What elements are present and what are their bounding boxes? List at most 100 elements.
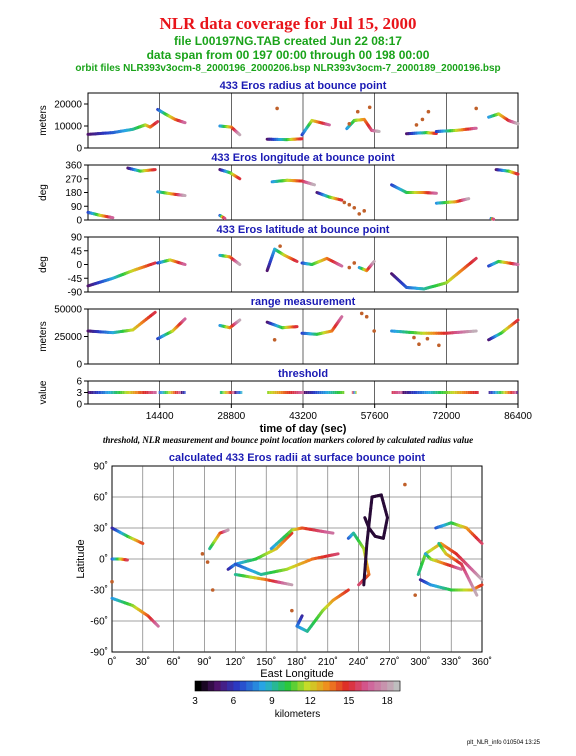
colorbar-swatch xyxy=(259,681,266,691)
map-x-tick-label: 150˚ xyxy=(256,656,276,668)
colorbar-swatch xyxy=(316,681,324,691)
map-trace xyxy=(155,623,160,628)
panel-title: 433 Eros latitude at bounce point xyxy=(217,224,390,236)
map-trace xyxy=(327,531,335,535)
time-panel-3 xyxy=(84,236,520,293)
map-trace xyxy=(479,576,484,582)
map-trace xyxy=(287,582,294,587)
y-tick-label: 270 xyxy=(65,174,82,185)
map-y-tick-label: -30˚ xyxy=(90,585,108,597)
data-point xyxy=(275,106,279,111)
map-x-tick-label: 300˚ xyxy=(410,656,430,668)
colorbar-swatch xyxy=(361,681,369,691)
data-point xyxy=(425,336,430,341)
data-trace xyxy=(151,310,157,316)
y-tick-label: 180 xyxy=(65,188,82,199)
colorbar-swatch xyxy=(227,681,234,691)
y-axis-label: meters xyxy=(38,321,49,352)
map-trace xyxy=(363,516,367,521)
colorbar-swatch xyxy=(393,681,401,691)
bounce-point-map xyxy=(110,465,484,653)
map-trace xyxy=(473,589,479,597)
x-tick-label: 86400 xyxy=(504,411,532,422)
map-x-axis-label: East Longitude xyxy=(260,668,333,680)
colorbar-swatch xyxy=(207,681,215,691)
colorbar-swatch xyxy=(367,681,375,691)
data-point xyxy=(426,109,431,114)
data-span-info: data span from 00 197 00:00 through 00 1… xyxy=(146,48,430,62)
map-trace xyxy=(333,552,340,556)
map-x-tick-label: 0˚ xyxy=(108,656,117,668)
map-y-tick-label: -90˚ xyxy=(90,647,108,659)
time-panel-1 xyxy=(84,92,520,149)
y-tick-label: 6 xyxy=(76,377,82,388)
map-point xyxy=(403,482,407,487)
y-tick-label: 0 xyxy=(76,216,82,227)
map-point xyxy=(290,608,294,613)
x-tick-label: 72000 xyxy=(432,411,460,422)
map-x-tick-label: 330˚ xyxy=(441,656,461,668)
y-tick-label: 25000 xyxy=(54,332,82,343)
y-tick-label: 0 xyxy=(76,400,82,411)
y-tick-label: 90 xyxy=(71,233,83,244)
colorbar-tick-label: 12 xyxy=(305,696,317,707)
data-point xyxy=(359,311,364,316)
y-tick-label: 0 xyxy=(76,260,82,271)
colorbar-swatch xyxy=(297,681,305,691)
x-tick-label: 14400 xyxy=(146,411,174,422)
data-point xyxy=(272,338,277,342)
data-point xyxy=(357,212,362,216)
y-tick-label: 0 xyxy=(76,360,82,371)
map-y-tick-label: -60˚ xyxy=(90,616,108,628)
map-trace xyxy=(288,531,294,537)
y-tick-label: -45 xyxy=(68,274,83,285)
colorbar-swatch xyxy=(329,681,337,691)
caption: threshold, NLR measurement and bounce po… xyxy=(103,435,473,445)
map-x-tick-label: 360˚ xyxy=(472,656,492,668)
map-point xyxy=(110,579,114,584)
y-tick-label: 3 xyxy=(76,388,82,399)
data-point xyxy=(420,117,425,122)
time-panel-2 xyxy=(84,164,520,221)
colorbar-swatch xyxy=(355,681,363,691)
colorbar-swatch xyxy=(278,681,286,691)
colorbar-frame xyxy=(194,680,401,692)
data-trace xyxy=(155,120,160,124)
panel-title: range measurement xyxy=(251,296,356,308)
data-point xyxy=(347,202,352,207)
colorbar-swatch xyxy=(233,681,241,691)
map-title: calculated 433 Eros radii at surface bou… xyxy=(169,452,425,464)
y-tick-label: 45 xyxy=(71,246,83,257)
radius-colorbar xyxy=(194,680,401,692)
y-tick-label: -90 xyxy=(68,288,83,299)
data-point xyxy=(352,205,357,210)
data-trace xyxy=(237,318,242,323)
colorbar-label: kilometers xyxy=(275,709,321,720)
map-point xyxy=(210,588,215,592)
colorbar-swatch xyxy=(310,681,318,691)
y-tick-label: 90 xyxy=(71,202,83,213)
orbit-files-info: orbit files NLR393v3ocm-8_2000196_200020… xyxy=(75,63,501,74)
data-trace xyxy=(237,132,242,137)
x-tick-label: 43200 xyxy=(289,411,317,422)
colorbar-swatch xyxy=(342,681,350,691)
data-point xyxy=(414,123,419,127)
y-tick-label: 20000 xyxy=(54,100,82,111)
colorbar-swatch xyxy=(214,681,222,691)
map-trace xyxy=(357,582,362,587)
map-y-axis-label: Latitude xyxy=(75,539,87,578)
x-tick-label: 57600 xyxy=(361,411,389,422)
data-point xyxy=(372,329,376,333)
colorbar-swatch xyxy=(348,681,356,691)
y-tick-label: 0 xyxy=(76,144,82,155)
colorbar-swatch xyxy=(380,681,388,691)
map-x-tick-label: 270˚ xyxy=(379,656,399,668)
map-x-tick-label: 30˚ xyxy=(136,656,150,668)
data-point xyxy=(347,265,352,270)
map-x-tick-label: 240˚ xyxy=(349,656,369,668)
y-tick-label: 50000 xyxy=(54,305,82,316)
file-info: file L00197NG.TAB created Jun 22 08:17 xyxy=(174,34,402,48)
data-trace xyxy=(338,263,344,268)
data-trace xyxy=(237,262,242,266)
